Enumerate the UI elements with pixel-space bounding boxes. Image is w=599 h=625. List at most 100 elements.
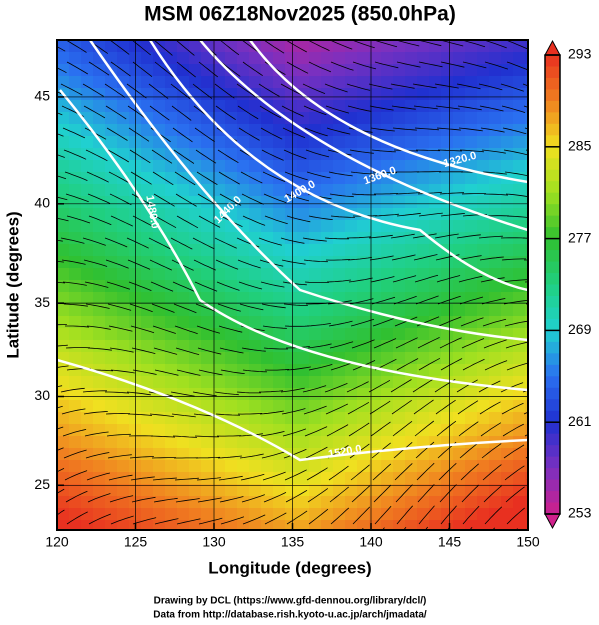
shade-cell	[213, 328, 226, 341]
streamline	[171, 413, 196, 418]
streamline	[88, 215, 112, 226]
shade-cell	[477, 136, 490, 149]
shade-cell	[333, 64, 346, 77]
streamline	[284, 469, 307, 481]
shade-cell	[249, 520, 262, 530]
streamline	[264, 512, 287, 525]
shade-cell	[477, 196, 490, 209]
shade-cell	[201, 484, 214, 497]
shade-cell	[513, 148, 526, 161]
streamline	[57, 175, 67, 180]
streamline	[173, 149, 195, 164]
shade-cell	[345, 196, 358, 209]
shade-cell	[105, 160, 118, 173]
shade-cell	[165, 184, 178, 197]
shade-cell	[297, 160, 310, 173]
shade-cell	[165, 316, 178, 329]
shade-cell	[213, 40, 226, 53]
shade-cell	[261, 40, 274, 53]
shade-cell	[417, 52, 430, 65]
shade-cell	[525, 460, 528, 473]
shade-cell	[297, 136, 310, 149]
streamline	[347, 257, 372, 261]
shade-cell	[153, 496, 166, 509]
shade-cell	[381, 232, 394, 245]
streamline	[460, 317, 484, 327]
streamline	[506, 362, 528, 371]
shade-cell	[297, 352, 310, 365]
shade-cell	[441, 172, 454, 185]
shade-cell	[453, 268, 466, 281]
shade-cell	[213, 76, 226, 89]
colorbar-cell	[545, 387, 560, 400]
shade-cell	[477, 52, 490, 65]
streamline	[414, 274, 439, 283]
colorbar-tick-label: 285	[568, 138, 592, 154]
colorbar-cell	[545, 273, 560, 286]
shade-cell	[345, 400, 358, 413]
shade-cell	[237, 388, 250, 401]
streamline	[195, 456, 221, 459]
shade-cell	[213, 508, 226, 521]
streamline	[505, 486, 525, 503]
shade-cell	[333, 472, 346, 485]
streamline	[153, 40, 173, 56]
shade-cell	[345, 76, 358, 89]
shade-cell	[297, 196, 310, 209]
shade-cell	[453, 340, 466, 353]
shade-cell	[477, 448, 490, 461]
shade-cell	[513, 76, 526, 89]
shade-cell	[333, 88, 346, 101]
streamline	[84, 431, 109, 437]
shade-cell	[429, 76, 442, 89]
shade-cell	[297, 220, 310, 233]
shade-cell	[501, 496, 514, 509]
streamline	[308, 508, 329, 525]
shade-cell	[177, 448, 190, 461]
shade-cell	[465, 100, 478, 113]
shade-cell	[117, 364, 130, 377]
streamline	[83, 105, 106, 119]
shade-cell	[189, 136, 202, 149]
shade-cell	[525, 196, 528, 209]
shade-cell	[441, 508, 454, 521]
shade-cell	[333, 412, 346, 425]
streamline	[503, 444, 525, 459]
streamline	[284, 171, 308, 181]
shade-cell	[285, 52, 298, 65]
shade-cell	[321, 472, 334, 485]
shade-cell	[273, 496, 286, 509]
shade-cell	[81, 520, 94, 530]
shade-cell	[429, 352, 442, 365]
shade-cell	[177, 484, 190, 497]
shade-cell	[141, 520, 154, 530]
shade-cell	[153, 364, 166, 377]
shade-cell	[201, 280, 214, 293]
shade-cell	[141, 232, 154, 245]
streamline	[154, 215, 177, 229]
colorbar-cell	[545, 376, 560, 389]
shade-cell	[285, 520, 298, 530]
shade-cell	[405, 412, 418, 425]
shade-cell	[297, 256, 310, 269]
shade-cell	[69, 316, 82, 329]
shade-cell	[429, 88, 442, 101]
shade-cell	[189, 244, 202, 257]
streamline	[459, 442, 479, 459]
streamline	[479, 401, 501, 415]
shade-cell	[213, 340, 226, 353]
shade-cell	[141, 484, 154, 497]
streamline	[65, 40, 87, 53]
shade-cell	[81, 100, 94, 113]
streamline	[436, 420, 457, 437]
streamline	[370, 276, 395, 283]
shade-cell	[105, 196, 118, 209]
shade-cell	[213, 184, 226, 197]
shade-cell	[177, 124, 190, 137]
shade-cell	[249, 388, 262, 401]
shade-cell	[57, 400, 70, 413]
shade-cell	[417, 136, 430, 149]
shade-cell	[273, 208, 286, 221]
shade-cell	[261, 364, 274, 377]
shade-cell	[249, 376, 262, 389]
